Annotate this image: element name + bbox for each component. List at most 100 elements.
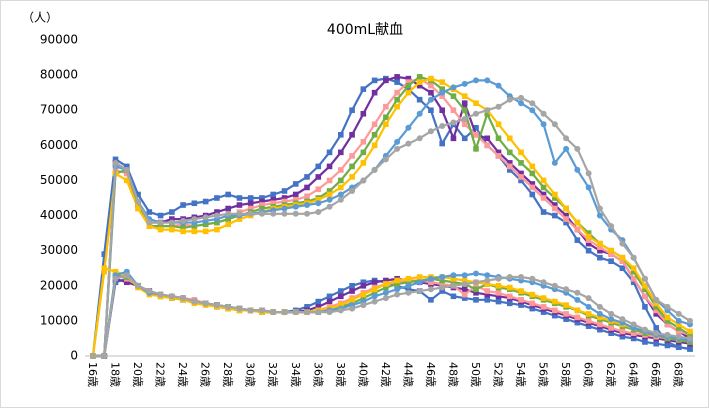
point	[214, 226, 220, 233]
point	[371, 293, 378, 300]
point	[304, 174, 310, 180]
point	[247, 307, 254, 314]
point	[506, 163, 513, 170]
point	[563, 311, 569, 317]
point	[529, 305, 536, 312]
point	[630, 265, 637, 272]
point	[450, 84, 457, 91]
point	[642, 339, 648, 345]
point	[461, 277, 468, 284]
x-tick-label: 28歳	[221, 362, 234, 387]
point	[506, 274, 513, 280]
point	[484, 135, 491, 142]
point	[135, 202, 141, 208]
point	[315, 163, 322, 170]
point	[461, 272, 468, 279]
point	[585, 318, 592, 324]
point	[664, 331, 671, 338]
y-axis-label: （人）	[22, 11, 58, 25]
point	[484, 77, 491, 84]
point	[630, 330, 637, 336]
point	[439, 86, 445, 92]
point	[169, 223, 175, 229]
point	[337, 307, 344, 314]
point	[540, 304, 547, 310]
point	[157, 291, 164, 298]
point	[473, 132, 479, 138]
point	[394, 74, 400, 80]
point	[214, 209, 220, 215]
point	[135, 191, 141, 198]
point	[439, 89, 446, 96]
point	[180, 217, 187, 224]
x-tick-label: 16歳	[86, 362, 99, 387]
point	[518, 149, 524, 156]
point	[597, 254, 603, 261]
point	[653, 325, 660, 331]
point	[687, 346, 693, 352]
point	[450, 272, 457, 279]
point	[338, 184, 344, 191]
x-tick-label: 50歳	[469, 362, 482, 387]
point	[371, 286, 378, 293]
point	[495, 149, 502, 156]
point	[258, 307, 265, 314]
point	[338, 132, 344, 138]
point	[236, 216, 243, 222]
point	[506, 149, 513, 156]
y-tick-label: 60000	[40, 138, 78, 152]
point	[360, 302, 367, 309]
point	[428, 107, 434, 114]
point	[360, 139, 367, 145]
point	[416, 96, 423, 103]
point	[461, 80, 468, 87]
point	[518, 174, 524, 180]
point	[518, 297, 524, 303]
point	[630, 279, 637, 286]
point	[473, 100, 479, 106]
y-tick-label: 20000	[40, 278, 78, 292]
x-tick-label: 42歳	[379, 362, 392, 387]
point	[349, 187, 356, 194]
point	[450, 275, 457, 282]
point	[608, 330, 614, 336]
point	[439, 274, 446, 280]
point	[687, 332, 693, 338]
point	[304, 309, 311, 316]
point	[281, 205, 288, 212]
point	[292, 181, 299, 187]
point	[630, 321, 637, 328]
point	[383, 103, 389, 110]
point	[349, 107, 355, 114]
point	[630, 335, 637, 342]
point	[135, 282, 142, 289]
point	[371, 290, 378, 296]
point	[326, 177, 333, 184]
point	[529, 275, 536, 282]
point	[518, 274, 525, 280]
point	[180, 202, 186, 208]
point	[675, 328, 682, 335]
x-tick-label: 66歳	[649, 362, 662, 387]
point	[664, 342, 671, 349]
point	[405, 79, 412, 85]
y-tick-label: 50000	[40, 173, 78, 187]
point	[213, 302, 220, 309]
point	[123, 166, 130, 173]
point	[540, 279, 547, 286]
point	[146, 209, 153, 215]
point	[371, 279, 378, 286]
point	[394, 291, 401, 298]
x-tick-label: 52歳	[492, 362, 505, 387]
point	[675, 333, 682, 340]
point	[202, 198, 209, 205]
chart-title: 400mL献血	[327, 22, 403, 38]
point	[563, 316, 569, 322]
point	[405, 140, 412, 147]
point	[428, 297, 434, 303]
point	[552, 312, 558, 319]
point	[675, 317, 682, 324]
point	[506, 160, 513, 166]
point	[439, 281, 445, 287]
